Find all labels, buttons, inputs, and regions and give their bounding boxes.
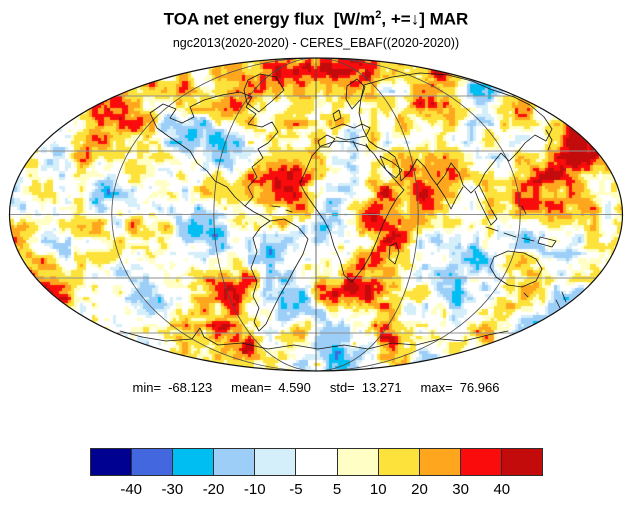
coast-india [436, 184, 464, 210]
coast-north-america [149, 91, 279, 207]
stat-label: std= [329, 380, 355, 395]
coast-indonesia [485, 205, 535, 242]
stats-row: min= -68.123 mean= 4.590 std= 13.271 max= 76… [0, 380, 632, 395]
coast-europe [330, 123, 371, 141]
colorbar-cell [254, 449, 296, 475]
colorbar-ticks: -40 -30 -20 -10 -5 5 10 20 30 40 [90, 481, 543, 499]
coast-south-america [250, 218, 309, 332]
coast-arabia [379, 155, 403, 179]
stat-label: min= [132, 380, 162, 395]
stat-mean: mean= 4.590 [231, 380, 311, 395]
colorbar-cell [500, 449, 543, 475]
stat-value: 4.590 [278, 380, 311, 395]
colorbar-tick-label: -10 [243, 481, 266, 498]
coast-new-zealand [523, 291, 567, 309]
colorbar-tick-label: -5 [289, 481, 303, 498]
coast-caribbean [271, 205, 293, 213]
coast-madagascar [388, 242, 400, 265]
colorbar-tick-label: -40 [120, 481, 143, 498]
colorbar-cell [336, 449, 378, 475]
colorbar-cell [459, 449, 501, 475]
colorbar-cell [131, 449, 173, 475]
colorbar-tick-label: -30 [161, 481, 184, 498]
stat-value: -68.123 [168, 380, 213, 395]
map-outline [8, 57, 624, 372]
colorbar-cell [377, 449, 419, 475]
coastlines [119, 72, 567, 350]
stat-label: mean= [231, 380, 272, 395]
coast-antarctica [119, 327, 509, 350]
coast-asia [358, 72, 553, 194]
colorbar [90, 448, 543, 476]
colorbar-cell [91, 449, 132, 475]
coast-britain [332, 109, 342, 122]
colorbar-tick-label: 5 [332, 481, 342, 498]
stat-label: max= [420, 380, 453, 395]
coast-iberia [317, 134, 336, 148]
colorbar-tick-label: -20 [202, 481, 225, 498]
coast-italy [352, 140, 371, 152]
stat-value: 13.271 [361, 380, 402, 395]
colorbar-tick-label: 10 [369, 481, 387, 498]
coast-australia [489, 250, 543, 288]
stat-value: 76.966 [459, 380, 500, 395]
coast-africa [299, 140, 405, 283]
stat-std: std= 13.271 [330, 380, 402, 395]
colorbar-cell [172, 449, 214, 475]
colorbar-tick-label: 20 [411, 481, 428, 498]
colorbar-tick-label: 40 [493, 481, 511, 498]
coast-new-guinea [537, 236, 557, 248]
colorbar-tick-label: 30 [452, 481, 469, 498]
coast-central-america [244, 205, 271, 222]
colorbar-cell [418, 449, 460, 475]
stat-min: min= -68.123 [133, 380, 213, 395]
colorbar-cell [213, 449, 255, 475]
colorbar-cell [295, 449, 337, 475]
graticule-meridians [111, 57, 521, 372]
coast-se-asia [474, 184, 498, 226]
coast-japan [545, 129, 553, 151]
stat-max: max= 76.966 [421, 380, 500, 395]
